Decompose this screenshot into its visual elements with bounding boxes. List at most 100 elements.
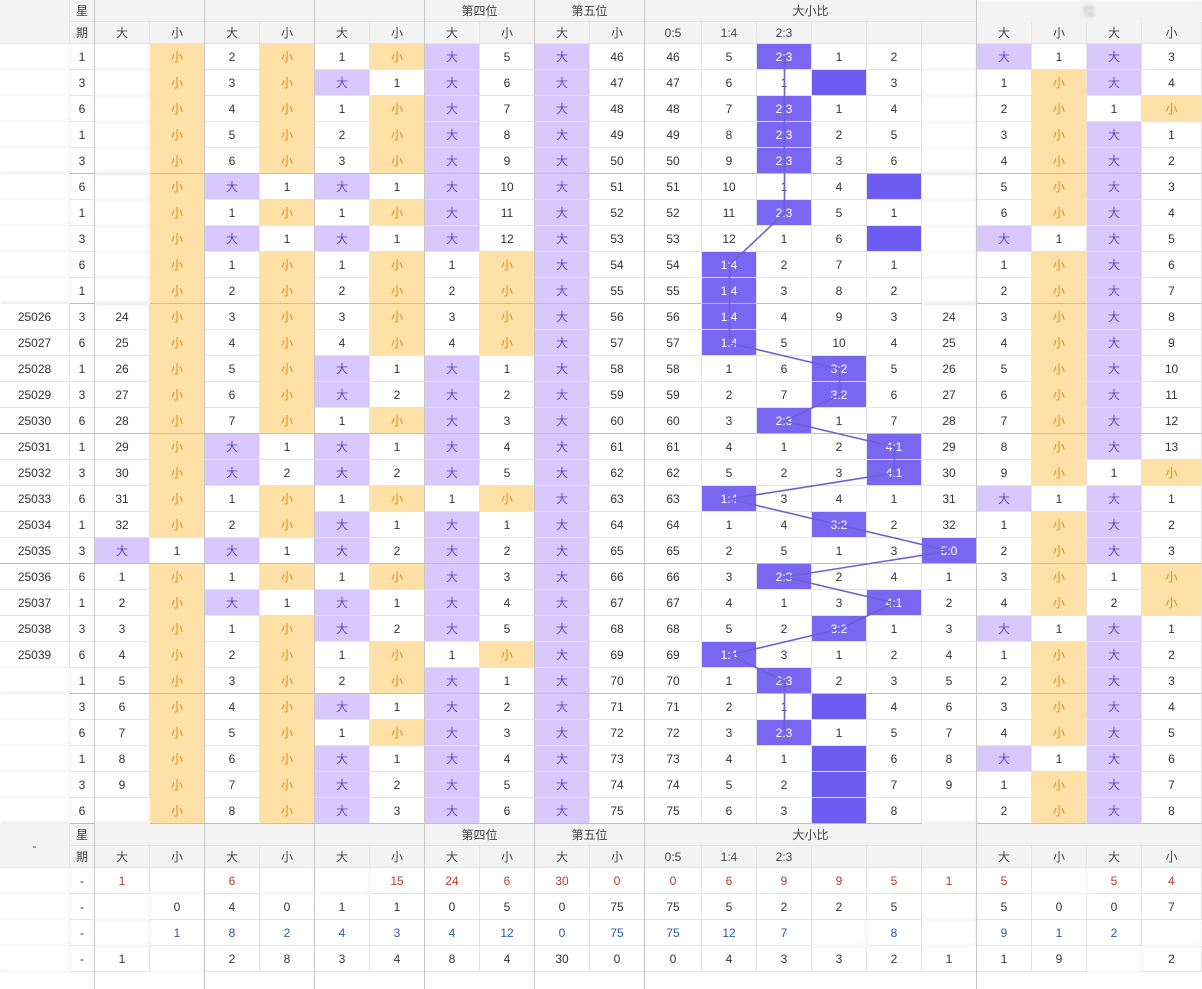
stat-cell xyxy=(812,920,867,946)
trend-cell: 52 xyxy=(645,200,702,226)
stat-cell: 3 xyxy=(757,946,812,972)
stat-cell: 0 xyxy=(535,894,590,920)
issue-number: 25033 xyxy=(0,486,70,512)
issue-number: 25039 xyxy=(0,642,70,668)
trend-cell: 大 xyxy=(1087,798,1142,824)
header-sub-cell xyxy=(812,846,867,868)
trend-cell: 小 xyxy=(260,694,315,720)
trend-cell: 2 xyxy=(370,772,425,798)
trend-cell: 1 xyxy=(867,252,922,278)
trend-cell: 3 xyxy=(867,668,922,694)
trend-cell: 2 xyxy=(812,122,867,148)
trend-cell: 1 xyxy=(315,720,370,746)
trend-cell: 小 xyxy=(260,356,315,382)
trend-cell: 64 xyxy=(645,512,702,538)
issue-number: 25027 xyxy=(0,330,70,356)
trend-cell: 50 xyxy=(590,148,645,174)
trend-cell: 4 xyxy=(702,590,757,616)
stat-label xyxy=(0,946,70,972)
trend-cell: 小 xyxy=(150,434,205,460)
header-sub-cell: 小 xyxy=(260,22,315,44)
trend-cell: 1 xyxy=(922,564,977,590)
stat-week: - xyxy=(70,920,95,946)
trend-cell: 68 xyxy=(645,616,702,642)
trend-cell: 2 xyxy=(1142,642,1202,668)
trend-cell xyxy=(95,252,150,278)
issue-number xyxy=(0,694,70,720)
trend-cell: 8 xyxy=(205,798,260,824)
trend-cell: 小 xyxy=(1032,382,1087,408)
trend-cell: 48 xyxy=(645,96,702,122)
stat-cell: 0 xyxy=(1087,894,1142,920)
trend-cell: 大 xyxy=(95,538,150,564)
trend-cell: 29 xyxy=(922,434,977,460)
trend-cell: 29 xyxy=(95,434,150,460)
trend-cell: 小 xyxy=(150,590,205,616)
trend-cell: 2 xyxy=(977,96,1032,122)
trend-cell: 5 xyxy=(867,720,922,746)
trend-cell: 小 xyxy=(370,122,425,148)
week-day: 1 xyxy=(70,746,95,772)
trend-cell: 67 xyxy=(645,590,702,616)
header-sub-cell xyxy=(922,846,977,868)
trend-cell xyxy=(95,122,150,148)
column-group-divider xyxy=(976,0,977,989)
trend-cell: 3 xyxy=(480,564,535,590)
trend-cell: 小 xyxy=(150,668,205,694)
trend-cell: 5 xyxy=(812,200,867,226)
trend-cell: 7 xyxy=(1142,278,1202,304)
issue-number: 25035 xyxy=(0,538,70,564)
trend-cell: 小 xyxy=(260,408,315,434)
trend-cell: 大 xyxy=(425,720,480,746)
trend-cell xyxy=(867,226,922,252)
trend-cell: 1:4 xyxy=(702,304,757,330)
trend-cell: 3 xyxy=(1142,44,1202,70)
header-sub-cell: 大 xyxy=(205,22,260,44)
trend-cell: 小 xyxy=(1032,772,1087,798)
trend-cell: 大 xyxy=(1087,356,1142,382)
week-day: 1 xyxy=(70,200,95,226)
trend-cell: 小 xyxy=(370,304,425,330)
header-ratio: 大小比 xyxy=(645,0,977,22)
trend-cell: 4 xyxy=(1142,694,1202,720)
trend-cell: 5 xyxy=(757,330,812,356)
trend-cell: 大 xyxy=(425,798,480,824)
trend-cell: 小 xyxy=(260,148,315,174)
trend-cell: 69 xyxy=(590,642,645,668)
trend-cell: 1 xyxy=(370,70,425,96)
stat-cell: 5 xyxy=(480,894,535,920)
trend-cell: 61 xyxy=(590,434,645,460)
trend-cell: 大 xyxy=(315,746,370,772)
stat-cell xyxy=(1142,920,1202,946)
trend-cell: 8 xyxy=(867,798,922,824)
trend-cell: 2:3 xyxy=(757,564,812,590)
trend-cell: 小 xyxy=(260,772,315,798)
stat-cell: 4 xyxy=(425,920,480,946)
trend-cell: 25 xyxy=(922,330,977,356)
trend-cell: 小 xyxy=(1032,122,1087,148)
trend-cell: 6 xyxy=(867,382,922,408)
stat-cell xyxy=(1087,946,1142,972)
stat-cell: 2 xyxy=(812,894,867,920)
header-issue xyxy=(0,0,70,44)
trend-cell: 3 xyxy=(205,668,260,694)
trend-cell: 大 xyxy=(535,694,590,720)
trend-cell: 6 xyxy=(205,746,260,772)
trend-cell: 2 xyxy=(757,460,812,486)
trend-cell: 大 xyxy=(425,772,480,798)
trend-cell: 6 xyxy=(702,798,757,824)
trend-cell: 1 xyxy=(315,200,370,226)
header-sub-cell: 期 xyxy=(70,22,95,44)
issue-number: 25028 xyxy=(0,356,70,382)
trend-cell: 59 xyxy=(590,382,645,408)
trend-cell: 2 xyxy=(812,668,867,694)
column-group-divider xyxy=(204,0,205,989)
stat-cell xyxy=(315,868,370,894)
trend-cell: 4 xyxy=(867,564,922,590)
trend-cell: 1 xyxy=(1032,44,1087,70)
trend-cell: 3 xyxy=(702,720,757,746)
trend-cell: 1 xyxy=(977,512,1032,538)
trend-cell: 小 xyxy=(1032,538,1087,564)
trend-cell: 大 xyxy=(425,44,480,70)
trend-cell: 小 xyxy=(150,278,205,304)
